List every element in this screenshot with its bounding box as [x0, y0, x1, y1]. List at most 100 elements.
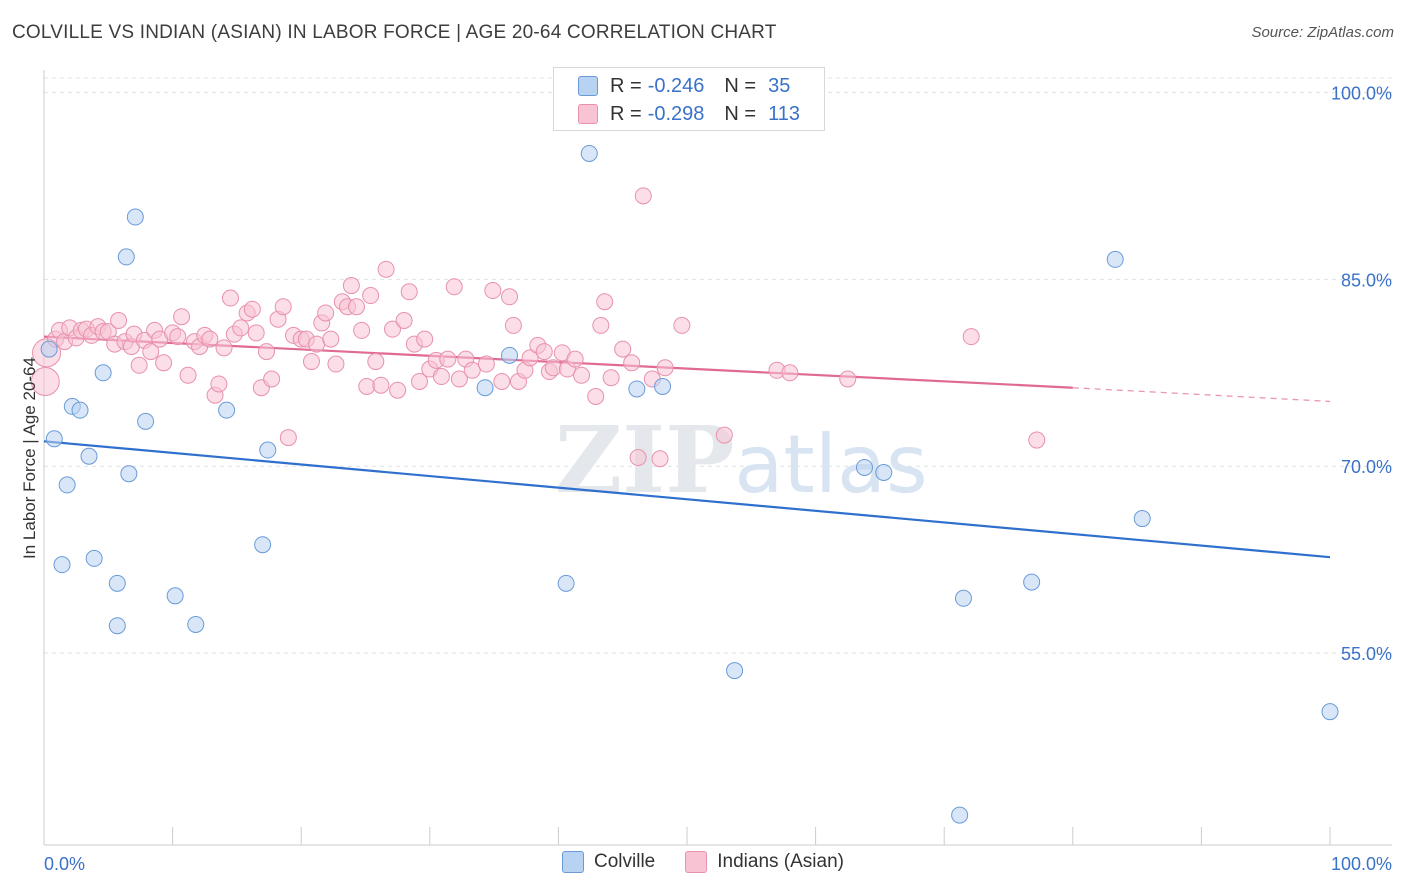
source-label: Source: ZipAtlas.com: [1251, 24, 1394, 41]
indians-asian-point: [439, 350, 457, 368]
legend-n-value: 113: [768, 102, 800, 125]
legend-n-value: 35: [768, 74, 791, 97]
legend-row-indians-asian: R = -0.298 N = 113: [578, 101, 800, 127]
colville-point: [628, 380, 646, 398]
indians-asian-point: [279, 429, 297, 447]
colville-point: [476, 379, 494, 397]
legend-swatch-indians-asian: [578, 104, 598, 124]
indians-asian-point: [544, 359, 562, 377]
colville-point: [85, 549, 103, 567]
indians-asian-point: [477, 355, 495, 373]
indians-asian-point: [377, 260, 395, 278]
legend-swatch-colville: [578, 76, 598, 96]
indians-asian-point: [215, 339, 233, 357]
indians-asian-point: [411, 372, 429, 390]
legend-r-value: -0.246: [647, 74, 705, 97]
colville-point: [1106, 250, 1124, 268]
indians-asian-point: [274, 298, 292, 316]
indians-asian-point: [673, 316, 691, 334]
indians-asian-point: [614, 340, 632, 358]
colville-point: [126, 208, 144, 226]
indians-asian-point: [504, 316, 522, 334]
legend-swatch-indians-asian: [685, 851, 708, 873]
legend-item-indians-asian[interactable]: Indians (Asian): [685, 851, 844, 873]
indians-asian-point: [257, 343, 275, 361]
colville-point: [117, 248, 135, 266]
indians-asian-point: [623, 354, 641, 372]
colville-point: [45, 430, 63, 448]
colville-point: [875, 463, 893, 481]
indians-asian-point: [450, 370, 468, 388]
colville-point: [108, 574, 126, 592]
indians-asian-point: [362, 287, 380, 305]
colville-point: [855, 458, 873, 476]
colville-point: [654, 377, 672, 395]
indians-asian-point: [839, 370, 857, 388]
y-tick-label: 70.0%: [1341, 457, 1392, 477]
colville-point: [1133, 510, 1151, 528]
indians-asian-point: [221, 289, 239, 307]
indians-asian-point: [322, 330, 340, 348]
indians-asian-point: [358, 377, 376, 395]
indians-asian-point: [308, 335, 326, 353]
colville-point: [108, 617, 126, 635]
indians-asian-point: [501, 288, 519, 306]
indians-asian-point: [243, 300, 261, 318]
indians-asian-point: [367, 353, 385, 371]
x-tick-label: 100.0%: [1331, 854, 1392, 874]
indians-asian-point: [781, 364, 799, 382]
indians-asian-point: [169, 328, 187, 346]
colville-point: [259, 441, 277, 459]
legend-n-label: N =: [724, 74, 757, 97]
indians-asian-point: [484, 282, 502, 300]
indians-asian-point: [30, 366, 60, 396]
indians-asian-point: [535, 343, 553, 361]
indians-asian-point: [566, 350, 584, 368]
series-legend: Colville Indians (Asian): [0, 851, 1406, 873]
colville-point: [94, 364, 112, 382]
colville-trend-line: [43, 440, 1331, 559]
indians-asian-point: [263, 370, 281, 388]
indians-asian-point: [130, 356, 148, 374]
indians-asian-point: [210, 375, 228, 393]
indians-asian-point: [445, 278, 463, 296]
legend-label-indians-asian: Indians (Asian): [717, 851, 844, 872]
indians-asian-point: [521, 349, 539, 367]
indians-asian-point: [247, 324, 265, 342]
indians-asian-point: [416, 330, 434, 348]
indians-asian-point: [347, 298, 365, 316]
tick-labels: 55.0% 70.0% 85.0% 100.0% 0.0% 100.0%: [44, 83, 1392, 874]
legend-row-colville: R = -0.246 N = 35: [578, 73, 790, 99]
indians-asian-point: [493, 372, 511, 390]
colville-point: [218, 401, 236, 419]
indians-asian-point: [353, 321, 371, 339]
colville-point: [71, 401, 89, 419]
indians-asian-point: [400, 283, 418, 301]
indians-asian-point: [232, 319, 250, 337]
legend-item-colville[interactable]: Colville: [562, 851, 655, 873]
legend-r-label: R =: [610, 74, 642, 97]
indians-asian-point: [651, 450, 669, 468]
indians-asian-point: [372, 376, 390, 394]
indians-asian-point: [179, 366, 197, 384]
colville-point: [726, 662, 744, 680]
x-tick-label: 0.0%: [44, 854, 85, 874]
colville-point: [954, 589, 972, 607]
indians-asian-point: [573, 366, 591, 384]
data-points: [30, 144, 1339, 824]
chart-title: COLVILLE VS INDIAN (ASIAN) IN LABOR FORC…: [12, 22, 777, 43]
indians-asian-point: [173, 308, 191, 326]
indians-asian-point: [395, 311, 413, 329]
indians-asian-point: [317, 304, 335, 322]
indians-asian-point: [110, 311, 128, 329]
legend-label-colville: Colville: [594, 851, 656, 872]
colville-point: [501, 346, 519, 364]
colville-point: [80, 447, 98, 465]
indians-asian-point: [587, 387, 605, 405]
colville-point: [53, 556, 71, 574]
y-tick-label: 55.0%: [1341, 644, 1392, 664]
indians-asian-point: [463, 361, 481, 379]
colville-point: [557, 574, 575, 592]
y-tick-label: 85.0%: [1341, 270, 1392, 290]
